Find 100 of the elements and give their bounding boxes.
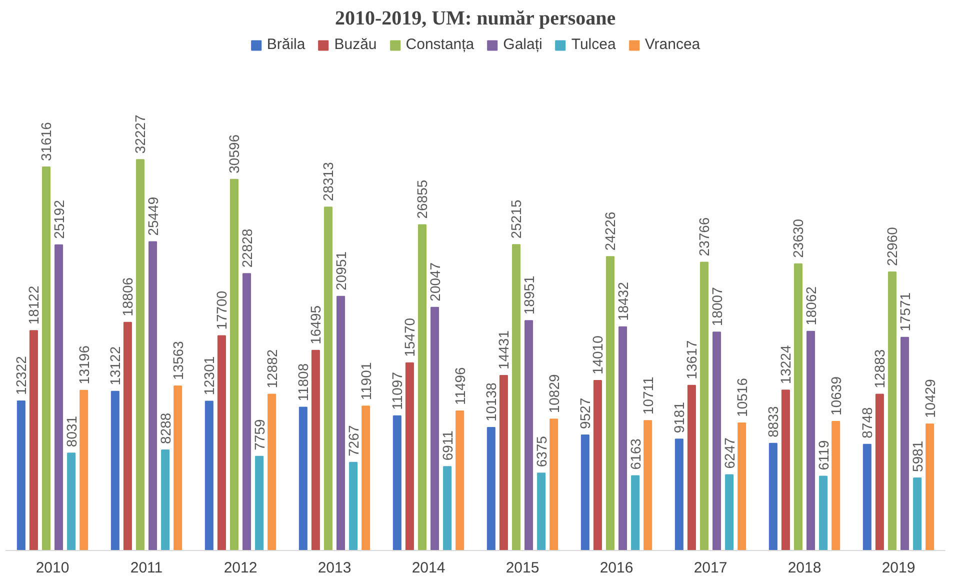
data-label: 14010: [590, 335, 606, 375]
bar: [862, 444, 872, 550]
data-label: 26855: [414, 180, 430, 219]
x-tick-label: 2018: [788, 560, 822, 576]
legend-label: Vrancea: [644, 36, 700, 53]
bar: [362, 406, 370, 550]
data-label: 15470: [402, 318, 418, 357]
data-label: 5981: [909, 440, 926, 472]
data-label: 11496: [452, 366, 468, 406]
data-label: 13196: [76, 345, 92, 384]
bar: [392, 415, 402, 550]
data-label: 17571: [896, 292, 913, 332]
x-tick-label: 2014: [412, 560, 446, 576]
bar: [700, 262, 708, 550]
bar: [67, 452, 76, 550]
data-label: 16495: [308, 305, 324, 344]
bar: [456, 410, 464, 550]
bar: [794, 263, 802, 550]
legend-label: Brăila: [266, 36, 306, 53]
bar: [913, 477, 922, 550]
data-label: 12882: [264, 349, 280, 388]
data-label: 13224: [778, 344, 794, 384]
bar: [644, 420, 652, 550]
data-label: 11808: [295, 363, 312, 402]
x-tick-label: 2013: [318, 560, 352, 576]
data-label: 9181: [671, 402, 688, 434]
bar: [148, 241, 158, 550]
bar: [136, 159, 144, 550]
bar: [174, 385, 182, 550]
bar: [738, 422, 746, 550]
data-label: 10516: [734, 378, 750, 417]
data-label: 25215: [508, 200, 524, 239]
bar: [550, 418, 558, 550]
data-label: 10829: [546, 374, 562, 414]
data-label: 6247: [721, 437, 738, 469]
bar: [268, 394, 276, 550]
data-label: 7759: [251, 419, 268, 450]
bar: [217, 335, 226, 550]
data-label: 25449: [144, 196, 161, 236]
data-label: 18432: [614, 282, 631, 321]
data-label: 11901: [358, 362, 374, 400]
bar: [204, 400, 214, 550]
bar: [888, 272, 896, 550]
x-tick-label: 2015: [506, 560, 540, 576]
data-label: 23630: [790, 218, 806, 258]
data-label: 10138: [483, 382, 500, 422]
bar: [54, 244, 64, 550]
bar: [618, 326, 628, 550]
data-label: 12301: [201, 356, 218, 396]
legend-label: Tulcea: [571, 36, 616, 53]
bar: [311, 350, 320, 550]
bar: [926, 424, 934, 550]
data-label: 13122: [107, 346, 124, 386]
data-label: 8833: [765, 406, 782, 438]
bar: [298, 406, 308, 550]
data-label: 13617: [684, 340, 700, 380]
bar: [606, 256, 614, 550]
x-tick-label: 2010: [36, 560, 70, 576]
data-label: 32227: [132, 114, 148, 154]
data-label: 17700: [214, 290, 230, 330]
bar: [486, 427, 496, 550]
x-tick-label: 2019: [882, 560, 916, 576]
data-label: 10639: [828, 376, 844, 416]
data-label: 28313: [320, 162, 336, 202]
legend-label: Buzău: [334, 36, 377, 53]
bar: [900, 336, 910, 550]
data-label: 6119: [815, 440, 832, 470]
bar: [255, 456, 264, 550]
bar: [405, 362, 414, 550]
bar: [242, 273, 252, 550]
data-label: 22828: [238, 228, 255, 268]
data-label: 30596: [226, 134, 242, 174]
data-label: 22960: [884, 226, 900, 266]
x-tick-label: 2012: [224, 560, 258, 576]
bar: [80, 390, 88, 550]
data-label: 6163: [627, 438, 644, 470]
data-label: 9527: [577, 398, 594, 429]
data-label: 8031: [63, 416, 80, 448]
data-label: 23766: [696, 217, 712, 256]
bar: [418, 224, 426, 550]
data-label: 18951: [520, 275, 537, 315]
bar: [512, 244, 520, 550]
data-label: 12883: [872, 349, 888, 388]
bar: [42, 166, 50, 550]
data-label: 8288: [157, 412, 174, 444]
data-label: 13563: [170, 340, 186, 380]
data-label: 31616: [38, 122, 54, 161]
bar: [430, 306, 440, 550]
bar: [631, 475, 640, 550]
bar: [687, 384, 696, 550]
bar: [110, 390, 120, 550]
data-label: 14431: [496, 330, 512, 370]
data-label: 11097: [389, 372, 406, 410]
bar: [349, 462, 358, 550]
bar: [712, 332, 722, 550]
data-label: 10429: [922, 378, 938, 418]
bar: [768, 442, 778, 550]
data-label: 6911: [439, 430, 456, 461]
bar: [29, 330, 38, 550]
data-label: 18806: [120, 277, 136, 316]
